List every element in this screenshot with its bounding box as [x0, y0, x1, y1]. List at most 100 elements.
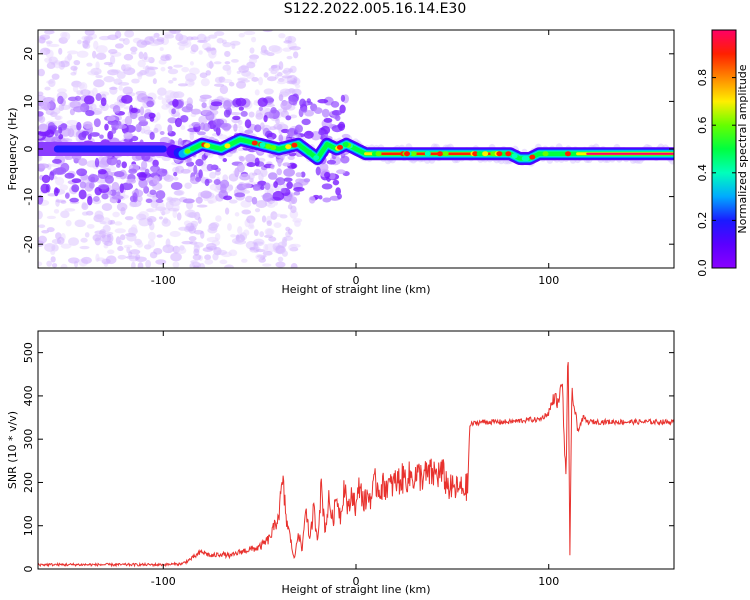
spectrogram-energy-blob	[273, 181, 278, 189]
spectrogram-ytick-label: -20	[22, 235, 35, 253]
spectrogram-noise-blob	[238, 33, 245, 38]
spectrogram-energy-blob	[237, 162, 245, 173]
spectrogram-energy-blob	[321, 108, 330, 118]
spectrogram-energy-blob	[263, 114, 268, 123]
spectrogram-noise-blob	[193, 242, 204, 248]
spectrogram-noise-blob	[190, 44, 199, 53]
spectrogram-noise-blob	[208, 34, 218, 39]
spectrogram-energy-blob	[58, 126, 63, 134]
spectrogram-noise-blob	[93, 40, 99, 50]
spectrogram-noise-blob	[204, 254, 212, 261]
spectrogram-noise-blob	[56, 236, 65, 245]
spectrogram-noise-blob	[51, 73, 60, 80]
spectrogram-energy-blob	[235, 97, 247, 107]
spectrogram-noise-blob	[48, 78, 56, 88]
spectrogram-noise-blob	[38, 68, 45, 77]
spectrogram-noise-blob	[289, 46, 301, 51]
spectrogram-noise-blob	[216, 249, 228, 256]
spectrogram-noise-blob	[84, 30, 95, 36]
spectrogram-plot-area	[38, 30, 674, 268]
spectrogram-noise-blob	[267, 203, 276, 208]
spectrogram-noise-blob	[146, 216, 157, 223]
spectrogram-noise-blob	[255, 249, 266, 253]
spectrogram-noise-blob	[153, 32, 160, 38]
spectrogram-energy-blob	[223, 100, 232, 111]
spectrogram-ytick-label: 20	[22, 47, 35, 61]
spectrogram-energy-blob	[201, 102, 207, 109]
spectrogram-energy-blob	[123, 138, 134, 143]
spectrogram-noise-blob	[81, 211, 89, 216]
spectrogram-noise-blob	[137, 262, 144, 268]
spectrogram-energy-blob	[302, 106, 308, 113]
spectrogram-noise-blob	[44, 86, 51, 91]
spectrogram-noise-blob	[146, 208, 154, 213]
spectrogram-peak	[490, 151, 497, 157]
spectrogram-noise-blob	[156, 234, 163, 238]
spectrogram-noise-blob	[74, 219, 86, 228]
spectrogram-noise-blob	[95, 74, 103, 79]
spectrogram-noise-blob	[87, 70, 100, 76]
spectrogram-energy-blob	[251, 196, 258, 205]
spectrogram-noise-blob	[259, 231, 265, 238]
spectrogram-energy-blob	[89, 132, 100, 137]
spectrogram-energy-blob	[41, 174, 51, 184]
spectrogram-energy-blob	[149, 131, 155, 140]
spectrogram-noise-blob	[158, 216, 163, 220]
spectrogram-noise-blob	[102, 224, 111, 233]
spectrogram-noise-blob	[173, 190, 184, 196]
spectrogram-energy-blob	[55, 167, 67, 175]
spectrogram-noise-blob	[213, 83, 225, 87]
spectrogram-noise-blob	[82, 40, 89, 49]
spectrogram-energy-blob	[340, 94, 346, 103]
spectrogram-noise-blob	[155, 259, 167, 265]
spectrogram-peak	[184, 148, 191, 154]
colorbar: 0.0 0.2 0.4 0.6 0.8 Normalized spectral ampl…	[696, 29, 749, 277]
colorbar-label: Normalized spectral amplitude	[736, 64, 749, 233]
spectrogram-energy-blob	[299, 98, 306, 108]
spectrogram-noise-blob	[58, 47, 63, 55]
spectrogram-noise-blob	[184, 182, 192, 190]
spectrogram-noise-blob	[118, 85, 123, 91]
spectrogram-noise-blob	[70, 71, 77, 76]
spectrogram-noise-blob	[197, 40, 208, 44]
spectrogram-energy-blob	[138, 119, 149, 127]
spectrogram-noise-blob	[185, 72, 197, 82]
spectrogram-peak	[336, 144, 343, 150]
spectrogram-noise-blob	[84, 232, 90, 238]
spectrogram-noise-blob	[178, 34, 189, 44]
colorbar-tick-label: 0.2	[696, 212, 709, 230]
spectrogram-noise-blob	[204, 47, 216, 51]
spectrogram-energy-blob	[126, 178, 132, 184]
spectrogram-peak	[482, 151, 489, 157]
spectrogram-energy-blob	[54, 129, 59, 137]
spectrogram-energy-blob	[79, 181, 87, 189]
spectrogram-peak	[306, 149, 313, 155]
spectrogram-peak	[342, 142, 349, 148]
spectrogram-energy-blob	[233, 123, 238, 132]
spectrogram-energy-blob	[280, 187, 287, 194]
spectrogram-energy-blob	[260, 185, 265, 191]
spectrogram-energy-blob	[38, 123, 49, 132]
spectrogram-noise-blob	[224, 207, 230, 215]
spectrogram-energy-blob	[270, 107, 277, 114]
spectrogram-energy-blob	[104, 123, 109, 131]
spectrogram-noise-blob	[229, 112, 241, 116]
spectrogram-noise-blob	[121, 64, 130, 70]
spectrogram-noise-blob	[38, 224, 46, 229]
spectrogram-noise-blob	[116, 202, 128, 212]
spectrogram-noise-blob	[237, 119, 243, 126]
spectrogram-noise-blob	[253, 229, 259, 237]
spectrogram-noise-blob	[136, 241, 144, 248]
spectrogram-energy-blob	[159, 130, 165, 136]
spectrogram-energy-blob	[38, 131, 51, 137]
spectrogram-noise-blob	[78, 82, 85, 89]
spectrogram-noise-blob	[289, 114, 298, 119]
spectrogram-energy-blob	[138, 178, 148, 189]
spectrogram-noise-blob	[94, 210, 104, 220]
spectrogram-energy-blob	[40, 101, 52, 110]
spectrogram-noise-blob	[173, 64, 183, 68]
spectrogram-noise-blob	[214, 233, 221, 241]
spectrogram-noise-blob	[159, 47, 164, 52]
spectrogram-energy-blob	[144, 168, 150, 175]
